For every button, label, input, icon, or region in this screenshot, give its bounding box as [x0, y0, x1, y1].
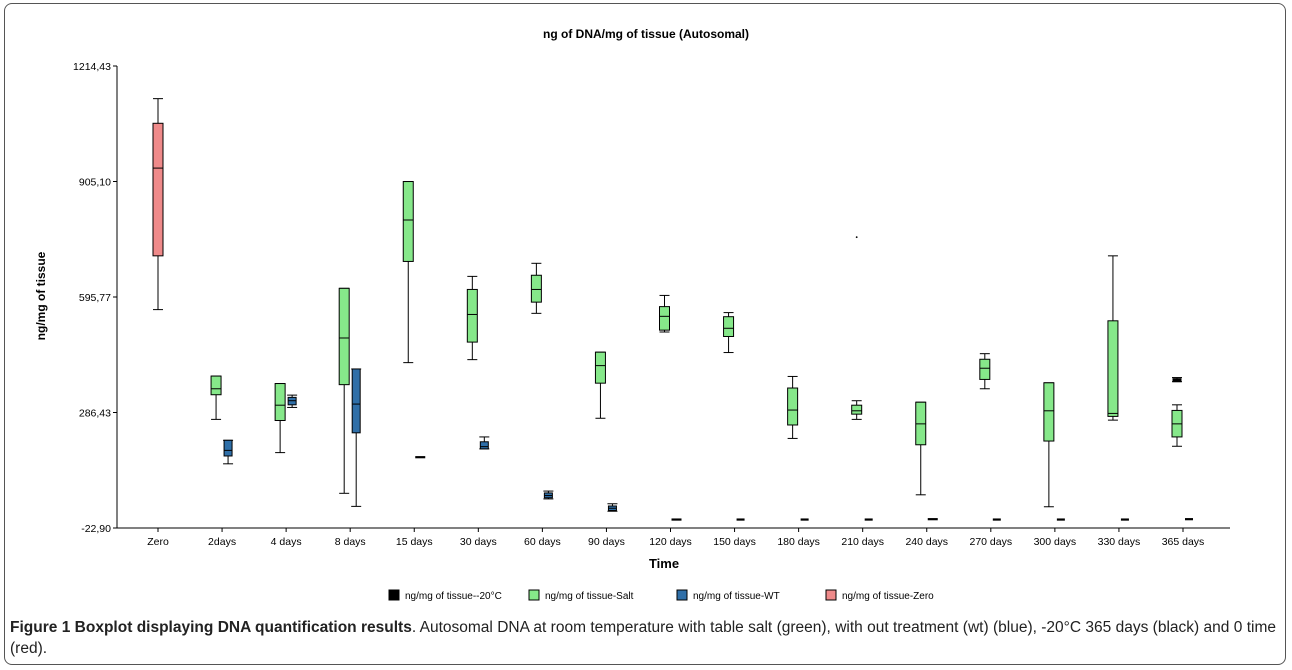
chart-title: ng of DNA/mg of tissue (Autosomal): [543, 27, 749, 41]
box-body: [1107, 320, 1119, 417]
y-tick-label: -22,90: [81, 523, 111, 535]
box-body: [223, 439, 233, 457]
x-tick-label: 2days: [208, 536, 236, 548]
box-body: [210, 375, 222, 396]
box-ng-mg-of-tissue-salt-4: [402, 181, 414, 364]
box-body: [402, 181, 414, 262]
box-body: [274, 383, 286, 422]
x-tick-label: 15 days: [396, 536, 433, 548]
box-ng-mg-of-tissue-wt-7: [607, 503, 618, 512]
box-ng-mg-of-tissue-salt-11: [851, 400, 863, 420]
box-body: [851, 404, 863, 415]
x-tick-label: 90 days: [588, 536, 625, 548]
box-ng-mg-of-tissue-salt-8: [659, 294, 670, 333]
y-tick-label: 595,77: [79, 292, 111, 304]
box-ng-mg-of-tissue-salt-1: [210, 375, 222, 420]
legend-label: ng/mg of tissue--20°C: [405, 591, 502, 602]
box-body: [152, 122, 164, 257]
box-ng-mg-of-tissue-salt-6: [530, 262, 542, 314]
flat-mark: [1120, 518, 1129, 521]
box-body: [723, 316, 735, 337]
boxplot-chart: ng of DNA/mg of tissue (Autosomal) ng/mg…: [34, 27, 1230, 602]
box-ng-mg-of-tissue-wt-1: [223, 439, 234, 465]
figure-frame: [4, 3, 1286, 665]
x-tick-label: 300 days: [1034, 536, 1077, 548]
box-body: [466, 288, 478, 343]
x-tick-label: 180 days: [777, 536, 820, 548]
x-tick-label: 240 days: [905, 536, 948, 548]
box-ng-mg-of-tissue-wt-6: [543, 490, 554, 500]
flat-mark: [800, 518, 809, 521]
box-body: [659, 306, 670, 331]
box-ng-mg-of-tissue-salt-16: [1171, 404, 1183, 447]
box-ng-mg-of-tissue-salt-3: [338, 287, 350, 494]
flat-mark: [1185, 518, 1193, 521]
box-ng-mg-of-tissue-salt-9: [723, 312, 735, 354]
flat-mark: [864, 518, 873, 521]
box-body: [338, 287, 350, 386]
box-ng-mg-of-tissue-salt-14: [1043, 382, 1055, 508]
x-tick-label: Zero: [147, 536, 169, 548]
box-ng-mg-of-tissue-20-c-16: [1172, 377, 1182, 383]
box-body: [979, 358, 991, 380]
flat-mark: [736, 518, 745, 521]
box-ng-mg-of-tissue-salt-10: [787, 375, 799, 439]
legend-label: ng/mg of tissue-Zero: [842, 591, 934, 602]
box-ng-mg-of-tissue-salt-5: [466, 275, 478, 361]
box-body: [351, 368, 361, 434]
box-body: [1043, 382, 1055, 442]
x-tick-label: 60 days: [524, 536, 561, 548]
x-tick-label: 30 days: [460, 536, 497, 548]
y-tick-label: 905,10: [79, 176, 111, 188]
plot-area: [152, 98, 1193, 521]
legend-label: ng/mg of tissue-WT: [693, 591, 780, 602]
x-tick-label: 210 days: [841, 536, 884, 548]
legend: ng/mg of tissue--20°C ng/mg of tissue-Sal…: [388, 589, 934, 602]
y-axis-label: ng/mg of tissue: [34, 251, 48, 340]
x-tick-label: 270 days: [970, 536, 1013, 548]
flat-mark: [1056, 518, 1065, 521]
box-ng-mg-of-tissue-salt-13: [979, 353, 991, 390]
caption-title: Figure 1 Boxplot displaying DNA quantifi…: [10, 619, 412, 636]
box-ng-mg-of-tissue-salt-15: [1107, 255, 1119, 421]
box-ng-mg-of-tissue-zero-0: [152, 98, 164, 311]
x-tick-label: 4 days: [271, 536, 302, 548]
x-axis-label: Time: [649, 556, 679, 571]
x-tick-label: 330 days: [1098, 536, 1141, 548]
x-tick-label: 150 days: [713, 536, 756, 548]
y-ticks: 1214,43 905,10 595,77 286,43 -22,90: [73, 61, 117, 535]
box-ng-mg-of-tissue-wt-3: [351, 368, 362, 507]
box-body: [479, 441, 489, 450]
outlier-point: [855, 236, 858, 239]
flat-mark: [415, 456, 426, 459]
flat-mark: [992, 518, 1001, 521]
y-tick-label: 1214,43: [73, 61, 111, 73]
box-ng-mg-of-tissue-wt-5: [479, 436, 490, 450]
x-tick-label: 120 days: [649, 536, 692, 548]
flat-mark: [927, 518, 938, 521]
box-ng-mg-of-tissue-salt-12: [915, 401, 927, 496]
figure-caption: Figure 1 Boxplot displaying DNA quantifi…: [10, 617, 1276, 659]
x-tick-label: 8 days: [335, 536, 366, 548]
box-ng-mg-of-tissue-wt-2: [287, 394, 298, 408]
legend-swatch: [825, 589, 837, 601]
y-tick-label: 286,43: [79, 408, 111, 420]
box-body: [787, 387, 799, 426]
legend-swatch: [676, 589, 688, 601]
flat-mark: [671, 518, 682, 521]
box-ng-mg-of-tissue-salt-7: [594, 351, 606, 419]
caption-text: . Autosomal DNA at room temperature with…: [10, 619, 1276, 657]
x-ticks: Zero 2days 4 days 8 days 15 days 30 days 60 da…: [147, 528, 1204, 548]
box-body: [530, 274, 542, 303]
legend-swatch: [528, 589, 540, 601]
legend-swatch: [388, 589, 400, 601]
box-ng-mg-of-tissue-salt-2: [274, 383, 286, 454]
x-tick-label: 365 days: [1162, 536, 1205, 548]
box-body: [594, 351, 606, 384]
legend-label: ng/mg of tissue-Salt: [545, 591, 634, 602]
